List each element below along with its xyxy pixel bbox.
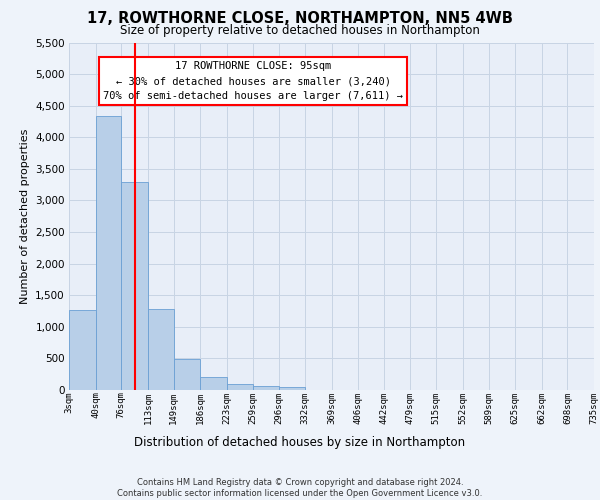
Y-axis label: Number of detached properties: Number of detached properties — [20, 128, 29, 304]
Text: 17 ROWTHORNE CLOSE: 95sqm
← 30% of detached houses are smaller (3,240)
70% of se: 17 ROWTHORNE CLOSE: 95sqm ← 30% of detac… — [103, 62, 403, 101]
Bar — [69, 310, 95, 390]
Text: 17, ROWTHORNE CLOSE, NORTHAMPTON, NN5 4WB: 17, ROWTHORNE CLOSE, NORTHAMPTON, NN5 4W… — [87, 11, 513, 26]
Text: Size of property relative to detached houses in Northampton: Size of property relative to detached ho… — [120, 24, 480, 37]
Text: Distribution of detached houses by size in Northampton: Distribution of detached houses by size … — [134, 436, 466, 449]
Bar — [121, 182, 148, 390]
Bar — [279, 387, 305, 390]
Bar — [148, 309, 174, 390]
Text: Contains HM Land Registry data © Crown copyright and database right 2024.
Contai: Contains HM Land Registry data © Crown c… — [118, 478, 482, 498]
Bar — [253, 386, 279, 390]
Bar — [227, 384, 253, 390]
Bar — [200, 376, 227, 390]
Bar — [174, 359, 200, 390]
Bar — [95, 116, 121, 390]
